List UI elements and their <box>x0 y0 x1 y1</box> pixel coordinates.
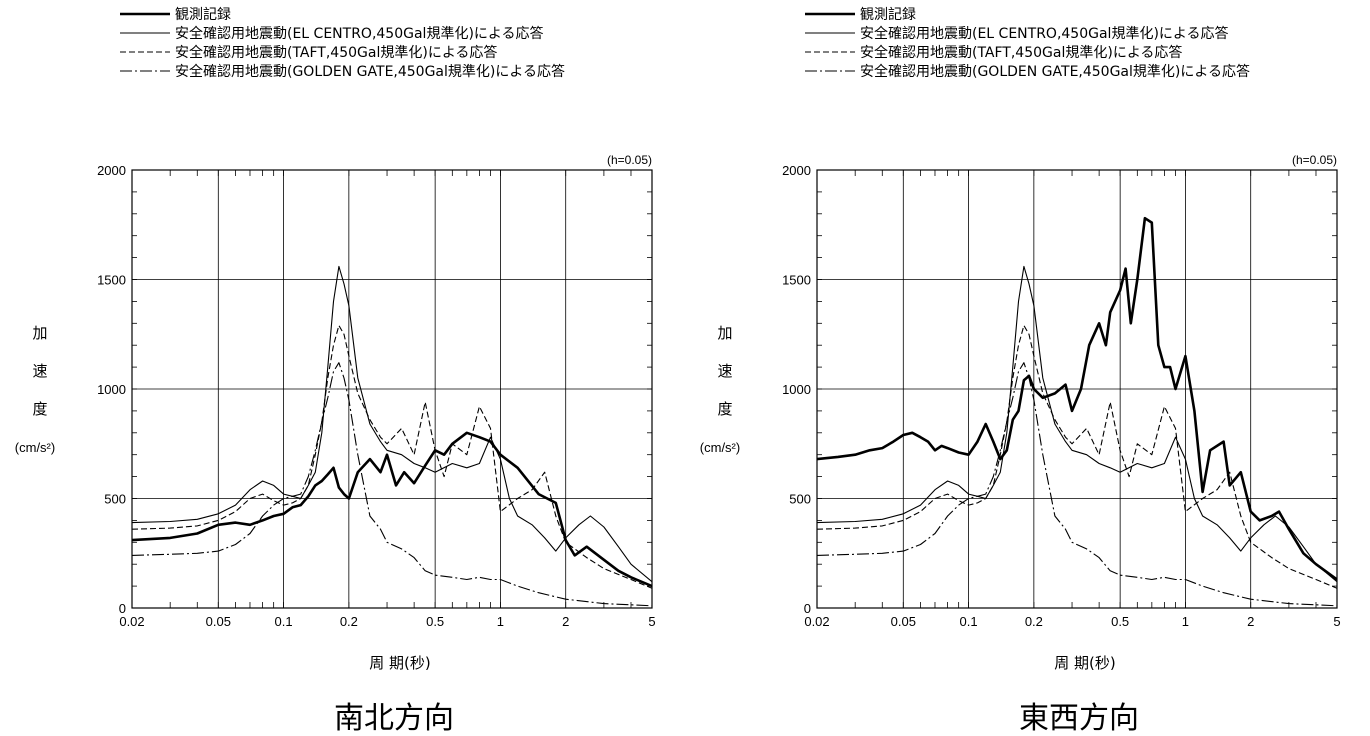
x-tick-label: 5 <box>648 614 655 629</box>
y-axis-unit: (cm/s²) <box>700 440 740 455</box>
x-tick-label: 0.5 <box>1111 614 1129 629</box>
damping-note: (h=0.05) <box>607 153 652 167</box>
series-line-thin <box>817 265 1337 583</box>
legend-label-thin: 安全確認用地震動(EL CENTRO,450Gal規準化)による応答 <box>860 25 1228 42</box>
series-line-thin <box>132 265 652 583</box>
series-line-thick <box>817 216 1337 581</box>
x-axis-label: 周 期(秒) <box>369 654 430 672</box>
y-tick-label: 1500 <box>97 273 126 288</box>
series-line-dashdot <box>132 362 652 607</box>
chart-title: 南北方向 <box>334 701 454 736</box>
y-axis-label-char: 速 <box>717 362 732 380</box>
x-tick-label: 0.05 <box>206 614 231 629</box>
y-axis-unit: (cm/s²) <box>15 440 55 455</box>
x-tick-label: 0.2 <box>1025 614 1043 629</box>
y-tick-label: 1000 <box>97 382 126 397</box>
series-line-thick <box>132 431 652 588</box>
legend-label-dashed: 安全確認用地震動(TAFT,450Gal規準化)による応答 <box>860 44 1182 61</box>
plot-frame <box>131 169 653 609</box>
x-tick-label: 0.1 <box>275 614 293 629</box>
y-tick-label: 1000 <box>782 382 811 397</box>
y-axis-label-char: 加 <box>32 324 47 342</box>
series-line-dashed <box>817 324 1337 589</box>
y-tick-label: 500 <box>104 492 126 507</box>
x-tick-label: 2 <box>562 614 569 629</box>
x-tick-label: 5 <box>1333 614 1340 629</box>
x-tick-label: 1 <box>497 614 504 629</box>
legend-label-thin: 安全確認用地震動(EL CENTRO,450Gal規準化)による応答 <box>175 25 543 42</box>
y-tick-label: 0 <box>804 601 811 616</box>
x-tick-label: 1 <box>1182 614 1189 629</box>
chart-panel-north-south: 観測記録 安全確認用地震動(EL CENTRO,450Gal規準化)による応答 安全… <box>15 6 656 736</box>
x-tick-label: 0.05 <box>891 614 916 629</box>
x-tick-label: 0.5 <box>426 614 444 629</box>
damping-note: (h=0.05) <box>1292 153 1337 167</box>
plot-frame <box>816 169 1338 609</box>
y-axis-label-char: 度 <box>717 400 732 418</box>
legend-label-dashdot: 安全確認用地震動(GOLDEN GATE,450Gal規準化)による応答 <box>175 63 565 80</box>
legend-label-dashdot: 安全確認用地震動(GOLDEN GATE,450Gal規準化)による応答 <box>860 63 1250 80</box>
y-tick-label: 0 <box>119 601 126 616</box>
x-tick-label: 0.1 <box>960 614 978 629</box>
y-axis-label-char: 加 <box>717 324 732 342</box>
series-line-dashdot <box>817 362 1337 607</box>
series-line-dashed <box>132 324 652 589</box>
y-tick-label: 1500 <box>782 273 811 288</box>
y-tick-label: 500 <box>789 492 811 507</box>
x-tick-label: 0.2 <box>340 614 358 629</box>
y-tick-label: 2000 <box>97 163 126 178</box>
x-tick-label: 0.02 <box>804 614 829 629</box>
chart-panel-east-west: 観測記録 安全確認用地震動(EL CENTRO,450Gal規準化)による応答 安全… <box>685 0 1370 736</box>
legend-label-dashed: 安全確認用地震動(TAFT,450Gal規準化)による応答 <box>175 44 497 61</box>
legend-label-thick: 観測記録 <box>860 6 916 23</box>
x-tick-label: 0.02 <box>119 614 144 629</box>
y-axis-label-char: 速 <box>32 362 47 380</box>
chart-title: 東西方向 <box>1019 701 1139 736</box>
x-axis-label: 周 期(秒) <box>1054 654 1115 672</box>
y-tick-label: 2000 <box>782 163 811 178</box>
y-axis-label-char: 度 <box>32 400 47 418</box>
legend-label-thick: 観測記録 <box>175 6 231 23</box>
x-tick-label: 2 <box>1247 614 1254 629</box>
